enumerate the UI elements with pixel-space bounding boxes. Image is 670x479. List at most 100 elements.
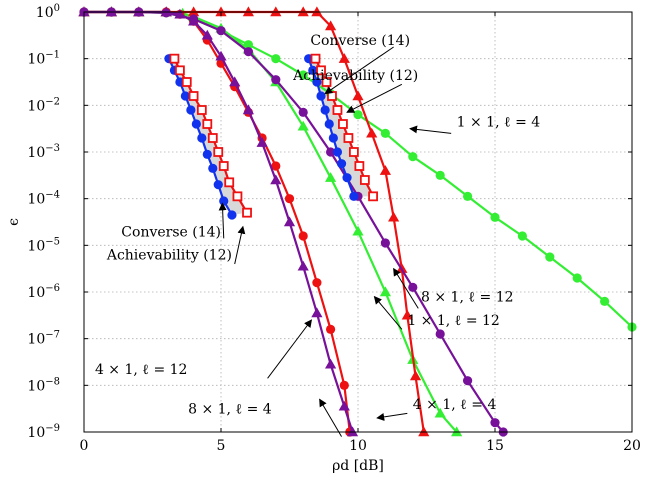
x-tick-label: 0 [80, 438, 89, 454]
data-point [354, 161, 365, 171]
y-tick-label: 10−7 [27, 330, 60, 348]
data-point [232, 191, 243, 202]
data-point [297, 120, 309, 131]
data-point [298, 107, 308, 117]
data-point [352, 90, 364, 101]
data-point [308, 65, 318, 75]
annotation-arrow [393, 267, 419, 309]
y-tick-label: 10−2 [27, 96, 60, 114]
data-point [201, 29, 213, 40]
data-point [463, 376, 473, 386]
data-point [208, 163, 218, 173]
y-tick-label: 10−5 [27, 236, 60, 254]
data-point [312, 278, 322, 288]
x-tick-label: 20 [623, 438, 641, 454]
data-point [327, 91, 337, 101]
data-point [312, 77, 322, 87]
data-point [388, 211, 400, 222]
data-point [321, 77, 332, 87]
data-point [188, 91, 199, 101]
data-point [197, 133, 207, 143]
data-point [342, 173, 352, 183]
data-point [352, 225, 364, 236]
data-point [202, 119, 213, 129]
data-point [517, 231, 528, 241]
data-point [218, 161, 229, 171]
data-point [338, 53, 350, 63]
annotation-label: 4 × 1, ℓ = 4 [413, 397, 497, 413]
data-point [298, 70, 308, 80]
y-tick-label: 10−4 [27, 190, 60, 208]
data-point [242, 207, 252, 218]
data-point [215, 6, 227, 17]
data-point [256, 137, 268, 147]
y-tick-label: 10−1 [27, 50, 60, 68]
data-point [188, 6, 200, 17]
data-point [325, 358, 337, 369]
data-point [379, 286, 391, 297]
data-point [311, 6, 323, 17]
data-point [332, 147, 343, 157]
annotation-label: 8 × 1, ℓ = 12 [421, 290, 514, 306]
data-point [339, 380, 349, 390]
annotation-label: Achievability (12) [106, 248, 232, 264]
data-point [242, 104, 254, 115]
data-point [326, 147, 336, 157]
x-tick-label: 5 [217, 438, 226, 454]
x-axis-label: ρd [dB] [332, 458, 384, 474]
annotation-arrow [346, 83, 403, 113]
series-7 [169, 53, 252, 218]
y-tick-label: 10−9 [27, 423, 60, 441]
data-point [180, 91, 190, 101]
data-point [284, 194, 295, 204]
annotation-label: Achievability (12) [292, 68, 418, 84]
data-point [316, 65, 326, 76]
annotations: Converse (14) Achievability (12) 1 × 1, ℓ … [95, 33, 540, 418]
data-point [336, 159, 347, 169]
data-point [202, 149, 212, 159]
data-point [346, 426, 359, 437]
data-point [316, 91, 326, 101]
annotation-label: 8 × 1, ℓ = 4 [188, 402, 272, 418]
annotation-arrow [234, 225, 246, 265]
annotation-label: 4 × 1, ℓ = 12 [95, 362, 187, 378]
data-point [463, 191, 473, 201]
data-point [408, 282, 418, 292]
annotation-arrow [319, 398, 342, 437]
annotation-arrow [376, 412, 408, 421]
series-8 [304, 54, 359, 201]
data-point [490, 212, 500, 222]
data-point [298, 231, 308, 241]
data-point [600, 296, 610, 306]
data-point [174, 65, 185, 76]
series-9 [310, 53, 378, 202]
data-point [181, 77, 192, 87]
data-point [435, 329, 445, 339]
data-point [368, 191, 378, 202]
x-tick-label: 15 [486, 438, 504, 454]
data-point [161, 8, 171, 18]
y-tick-label: 100 [36, 3, 60, 21]
data-point [215, 50, 227, 61]
data-point [326, 324, 336, 334]
y-tick-label: 10−3 [27, 143, 60, 161]
data-point [189, 14, 199, 24]
data-point [324, 119, 334, 129]
data-point [310, 53, 321, 64]
data-point [380, 128, 390, 138]
data-point [219, 196, 229, 206]
data-point [320, 105, 330, 115]
annotation-label: 1 × 1, ℓ = 4 [457, 115, 541, 131]
data-point [359, 175, 370, 185]
data-point [213, 180, 223, 190]
data-point [196, 105, 207, 115]
data-point [191, 119, 201, 129]
y-tick-label: 10−8 [27, 376, 60, 394]
data-point [409, 370, 422, 381]
data-point [401, 309, 413, 320]
data-point [490, 418, 500, 428]
annotation-arrow [324, 46, 394, 95]
data-point [435, 170, 445, 180]
annotation-arrow [373, 295, 403, 330]
data-point [451, 426, 463, 437]
